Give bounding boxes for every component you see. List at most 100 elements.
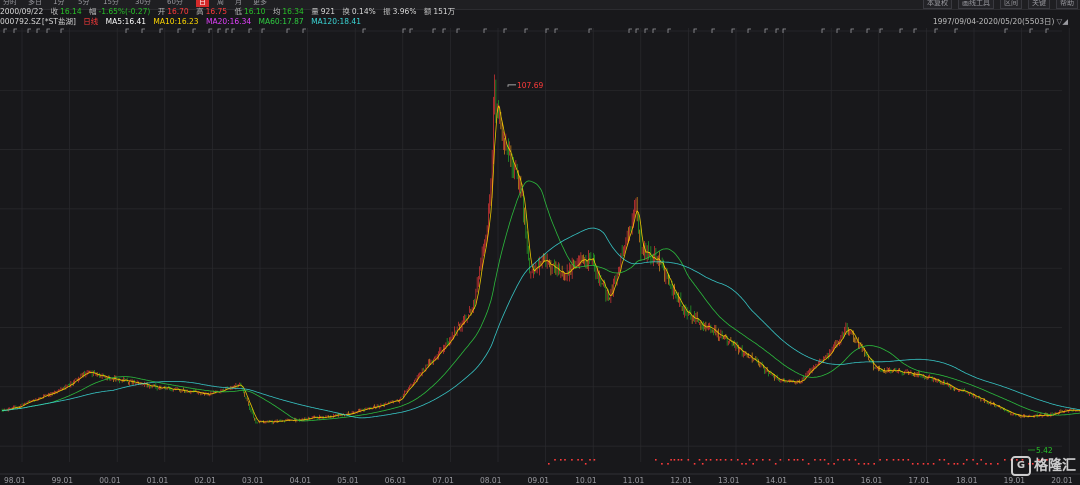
event-marker-icon[interactable]: [775, 28, 779, 33]
event-marker-icon[interactable]: [409, 28, 413, 33]
event-marker-icon[interactable]: [899, 28, 903, 33]
signal-dot: [748, 459, 751, 461]
x-tick-label: 20.01: [1051, 476, 1073, 485]
toolbar-tab-2[interactable]: 1分: [53, 0, 65, 6]
signal-dot: [548, 463, 550, 465]
event-marker-icon[interactable]: [879, 28, 883, 33]
event-marker-icon[interactable]: [60, 28, 64, 33]
toolbar-button-4[interactable]: 本复权: [923, 0, 952, 9]
event-marker-icon[interactable]: [456, 28, 460, 33]
toolbar-tab-1[interactable]: 多日: [28, 0, 42, 6]
event-marker-icon[interactable]: [747, 28, 751, 33]
event-marker-icon[interactable]: [524, 28, 528, 33]
event-marker-icon[interactable]: [934, 28, 938, 33]
toolbar-tab-4[interactable]: 15分: [103, 0, 119, 6]
event-marker-icon[interactable]: [208, 28, 212, 33]
event-marker-icon[interactable]: [286, 28, 290, 33]
toolbar-tab-0[interactable]: 分时: [3, 0, 17, 6]
event-marker-icon[interactable]: [432, 28, 436, 33]
event-marker-icon[interactable]: [913, 28, 917, 33]
toolbar-button-0[interactable]: 帮助: [1056, 0, 1078, 9]
toolbar-button-1[interactable]: 关键: [1028, 0, 1050, 9]
event-marker-icon[interactable]: [635, 28, 639, 33]
signal-dot: [768, 459, 771, 461]
event-marker-icon[interactable]: [261, 28, 265, 33]
event-marker-icon[interactable]: [731, 28, 735, 33]
toolbar-button-3[interactable]: 画线工具: [958, 0, 994, 9]
open-label: 开: [157, 7, 166, 16]
signal-dot: [932, 463, 935, 465]
event-marker-icon[interactable]: [1029, 28, 1033, 33]
toolbar-tab-5[interactable]: 30分: [135, 0, 151, 6]
event-marker-icon[interactable]: [850, 28, 854, 33]
toolbar-tab-7[interactable]: 日: [196, 0, 209, 7]
range-arrow-icon[interactable]: ▽◢: [1056, 17, 1068, 26]
close-value: 16.14: [60, 7, 82, 16]
signal-dot: [814, 459, 816, 461]
event-marker-icon[interactable]: [554, 28, 558, 33]
event-marker-icon[interactable]: [192, 28, 196, 33]
x-tick-label: 05.01: [337, 476, 359, 485]
event-marker-icon[interactable]: [302, 28, 306, 33]
signal-dot: [976, 463, 979, 465]
signal-dot: [701, 463, 704, 465]
event-marker-icon[interactable]: [27, 28, 31, 33]
toolbar-tab-10[interactable]: 更多: [253, 0, 267, 6]
event-marker-icon[interactable]: [545, 28, 549, 33]
event-marker-icon[interactable]: [402, 28, 406, 33]
toolbar-tab-8[interactable]: 周: [217, 0, 224, 6]
event-marker-icon[interactable]: [503, 28, 507, 33]
event-marker-icon[interactable]: [667, 28, 671, 33]
toolbar-tab-6[interactable]: 60分: [167, 0, 183, 6]
event-marker-icon[interactable]: [225, 28, 229, 33]
event-marker-icon[interactable]: [362, 28, 366, 33]
event-marker-icon[interactable]: [13, 28, 17, 33]
event-marker-icon[interactable]: [954, 28, 958, 33]
signal-dot: [1041, 459, 1043, 461]
event-marker-icon[interactable]: [782, 28, 786, 33]
signal-dot: [564, 459, 566, 461]
event-marker-icon[interactable]: [46, 28, 50, 33]
signal-dot: [972, 459, 974, 461]
event-marker-icon[interactable]: [644, 28, 648, 33]
event-marker-icon[interactable]: [764, 28, 768, 33]
event-marker-icon[interactable]: [1045, 28, 1049, 33]
event-marker-icon[interactable]: [159, 28, 163, 33]
event-marker-icon[interactable]: [231, 28, 235, 33]
event-marker-icon[interactable]: [36, 28, 40, 33]
event-marker-icon[interactable]: [125, 28, 129, 33]
event-marker-icon[interactable]: [588, 28, 592, 33]
event-marker-icon[interactable]: [483, 28, 487, 33]
signal-dot: [554, 459, 556, 461]
event-marker-icon[interactable]: [652, 28, 656, 33]
event-marker-icon[interactable]: [836, 28, 840, 33]
signal-dot: [1046, 459, 1048, 461]
x-tick-label: 98.01: [4, 476, 26, 485]
amplitude-value: 3.96%: [392, 7, 417, 16]
event-marker-icon[interactable]: [628, 28, 632, 33]
signal-dot: [947, 463, 950, 465]
event-marker-icon[interactable]: [177, 28, 181, 33]
signal-dot: [709, 459, 712, 461]
signal-dot: [902, 459, 904, 461]
event-marker-icon[interactable]: [248, 28, 252, 33]
period-label[interactable]: 日线: [83, 17, 99, 26]
toolbar-tab-3[interactable]: 5分: [78, 0, 90, 6]
event-marker-icon[interactable]: [693, 28, 697, 33]
event-marker-icon[interactable]: [141, 28, 145, 33]
signal-dot: [687, 459, 690, 461]
toolbar-tab-9[interactable]: 月: [235, 0, 242, 6]
toolbar: 分时 多日 1分 5分 15分 30分 60分 日 周 月 更多 帮助 关键 区间 画线工具 本复权: [0, 0, 1080, 10]
event-marker-icon[interactable]: [866, 28, 870, 33]
signal-dot: [581, 459, 583, 461]
event-marker-icon[interactable]: [442, 28, 446, 33]
toolbar-button-2[interactable]: 区间: [1000, 0, 1022, 9]
event-marker-icon[interactable]: [821, 28, 825, 33]
turnover-value: 0.14%: [351, 7, 376, 16]
event-marker-icon[interactable]: [3, 28, 7, 33]
event-marker-icon[interactable]: [1004, 28, 1008, 33]
event-marker-icon[interactable]: [217, 28, 221, 33]
event-marker-icon[interactable]: [711, 28, 715, 33]
signal-dot: [943, 459, 946, 461]
